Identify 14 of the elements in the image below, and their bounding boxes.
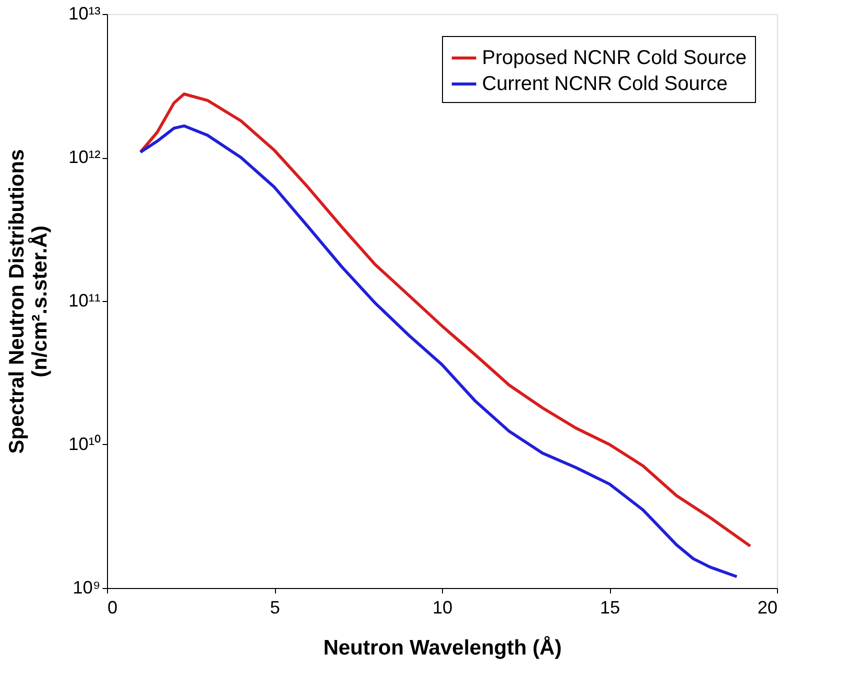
x-tick-label: 5 <box>270 598 280 618</box>
x-axis-title: Neutron Wavelength (Å) <box>323 636 562 660</box>
legend-label: Proposed NCNR Cold Source <box>482 47 747 69</box>
x-tick-label: 20 <box>757 598 778 618</box>
y-tick-label: 10¹¹ <box>68 290 100 310</box>
x-tick-label: 15 <box>600 598 620 618</box>
x-tick-label: 10 <box>432 598 453 618</box>
y-axis-title: Spectral Neutron Distributions (n/cm².s.ster.Å) <box>5 149 52 454</box>
y-tick-label: 10¹³ <box>68 4 100 24</box>
legend-label: Current NCNR Cold Source <box>482 73 728 95</box>
y-tick-label: 10¹² <box>68 147 100 167</box>
y-tick-label: 10¹⁰ <box>68 434 100 454</box>
x-tick-label: 0 <box>108 598 118 618</box>
y-tick-label: 10⁹ <box>72 578 100 598</box>
